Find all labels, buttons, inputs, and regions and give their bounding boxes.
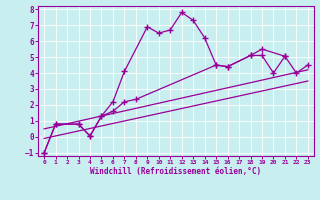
- X-axis label: Windchill (Refroidissement éolien,°C): Windchill (Refroidissement éolien,°C): [91, 167, 261, 176]
